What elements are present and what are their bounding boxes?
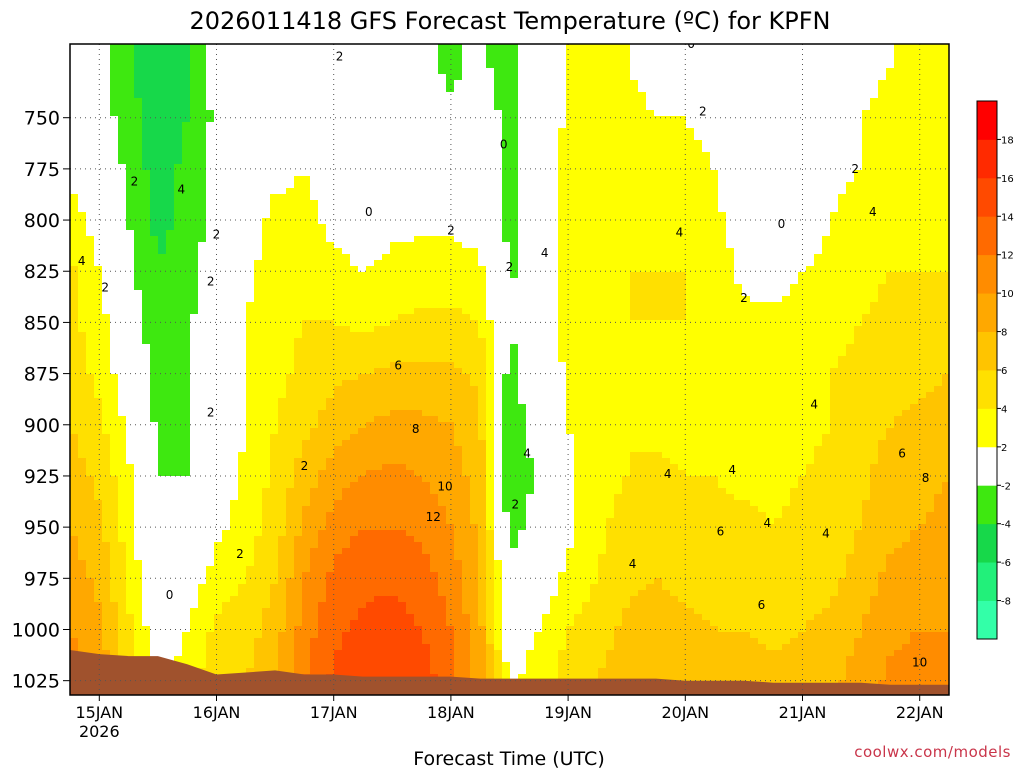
colorbar-swatch xyxy=(977,293,997,332)
colorbar-swatch xyxy=(977,101,997,140)
x-tick-label: 21JAN xyxy=(779,703,827,722)
y-tick-label: 1025 xyxy=(12,671,60,693)
y-tick-label: 900 xyxy=(24,415,60,437)
colorbar-swatch xyxy=(977,331,997,371)
contour-label: 6 xyxy=(717,524,725,538)
colorbar-swatch xyxy=(977,408,997,448)
x-axis-label: Forecast Time (UTC) xyxy=(413,748,604,768)
colorbar-tick-label: -2 xyxy=(1001,481,1011,492)
contour-label: 8 xyxy=(412,422,420,436)
colorbar-swatch xyxy=(977,485,997,525)
contour-label: 4 xyxy=(869,205,877,219)
colorbar-swatch xyxy=(977,254,997,294)
x-tick-label: 20JAN xyxy=(661,703,709,722)
x-tick-label: 22JAN xyxy=(896,703,944,722)
colorbar-tick-label: -4 xyxy=(1001,520,1011,531)
y-axis: 750 775 800 825 850 875 900 925 950 975 1000 1025 xyxy=(12,108,70,693)
colorbar-tick-label: 2 xyxy=(1001,443,1007,454)
contour-label: 4 xyxy=(822,526,830,540)
colorbar-tick-label: 12 xyxy=(1001,251,1014,262)
contour-label: 0 xyxy=(166,588,174,602)
contour-label: 6 xyxy=(394,359,402,373)
contour-label: 4 xyxy=(664,467,672,481)
contour-label: 2 xyxy=(512,498,520,512)
x-tick-label: 16JAN xyxy=(193,703,241,722)
y-tick-label: 775 xyxy=(24,159,60,181)
contour-label: 10 xyxy=(437,479,452,493)
colorbar-tick-label: 4 xyxy=(1001,404,1007,415)
contour-label: 2 xyxy=(699,105,707,119)
contour-label: 2 xyxy=(101,281,109,295)
y-tick-label: 950 xyxy=(24,517,60,539)
contour-label: 2 xyxy=(301,459,309,473)
y-tick-label: 825 xyxy=(24,261,60,283)
colorbar-tick-label: 18 xyxy=(1001,135,1014,146)
contour-label: 4 xyxy=(629,557,637,571)
colorbar-swatch xyxy=(977,139,997,179)
contour-label: 0 xyxy=(500,137,508,151)
contour-label: 2 xyxy=(740,291,748,305)
contour-label: 0 xyxy=(778,217,786,231)
y-tick-label: 875 xyxy=(24,364,60,386)
contour-label: 0 xyxy=(687,37,695,51)
contour-label: 12 xyxy=(426,510,441,524)
chart-title: 2026011418 GFS Forecast Temperature (ºC)… xyxy=(189,7,830,35)
contour-label: 0 xyxy=(365,205,373,219)
contour-label: 4 xyxy=(764,516,772,530)
contour-label: 2 xyxy=(336,49,344,63)
contour-label: 2 xyxy=(213,227,221,241)
colorbar-tick-label: -6 xyxy=(1001,558,1011,569)
contour-label: 4 xyxy=(728,463,736,477)
colorbar-tick-label: 8 xyxy=(1001,328,1007,339)
contour-label: 2 xyxy=(236,547,244,561)
contour-label: 2 xyxy=(447,223,455,237)
x-tick-year: 2026 xyxy=(79,722,120,741)
colorbar-tick-label: -8 xyxy=(1001,597,1011,608)
x-tick-label: 15JAN xyxy=(75,703,123,722)
credit-link[interactable]: coolwx.com/models xyxy=(854,743,1011,761)
ground-surface xyxy=(70,650,949,695)
colorbar-legend: -8 -6 -4 -2 2 4 6 8 10 12 14 16 18 xyxy=(976,100,1014,640)
contour-label: 6 xyxy=(898,447,906,461)
colorbar-tick-label: 16 xyxy=(1001,174,1014,185)
contour-label: 4 xyxy=(676,225,684,239)
contour-label: 4 xyxy=(523,447,531,461)
contour-label: 8 xyxy=(922,471,930,485)
colorbar-tick-label: 10 xyxy=(1001,289,1014,300)
colorbar-swatch xyxy=(977,370,997,409)
plot-area: 2 0 2 0 2 2 4 0 4 0 4 2 2 2 4 4 2 2 2 6 4 2 8 4 6 2 4 4 8 10 2 12 4 6 4 2 4 0… xyxy=(69,37,950,696)
contour-label: 2 xyxy=(131,174,139,188)
contour-label: 4 xyxy=(78,254,86,268)
y-tick-label: 750 xyxy=(24,108,60,130)
colorbar-tick-label: 6 xyxy=(1001,366,1007,377)
y-tick-label: 925 xyxy=(24,466,60,488)
colorbar-swatch xyxy=(977,216,997,256)
contour-label: 2 xyxy=(851,162,859,176)
x-tick-label: 17JAN xyxy=(310,703,358,722)
contour-label: 4 xyxy=(178,182,186,196)
contour-label: 4 xyxy=(541,246,549,260)
y-tick-label: 800 xyxy=(24,210,60,232)
y-tick-label: 1000 xyxy=(12,619,60,641)
colorbar-swatch xyxy=(977,523,997,563)
contour-label: 4 xyxy=(810,397,818,411)
y-tick-label: 975 xyxy=(24,568,60,590)
contour-label: 2 xyxy=(207,406,215,420)
contour-label: 10 xyxy=(912,655,927,669)
y-tick-label: 850 xyxy=(24,312,60,334)
contour-label: 2 xyxy=(506,260,514,274)
colorbar-swatch xyxy=(977,562,997,601)
colorbar-swatch xyxy=(977,177,997,217)
colorbar-swatch xyxy=(977,446,997,486)
x-tick-label: 19JAN xyxy=(544,703,592,722)
temperature-field xyxy=(70,44,949,695)
contour-label: 6 xyxy=(758,598,766,612)
colorbar-tick-label: 14 xyxy=(1001,212,1014,223)
contour-label: 2 xyxy=(207,275,215,289)
colorbar-swatch xyxy=(977,600,997,640)
x-tick-label: 18JAN xyxy=(427,703,475,722)
